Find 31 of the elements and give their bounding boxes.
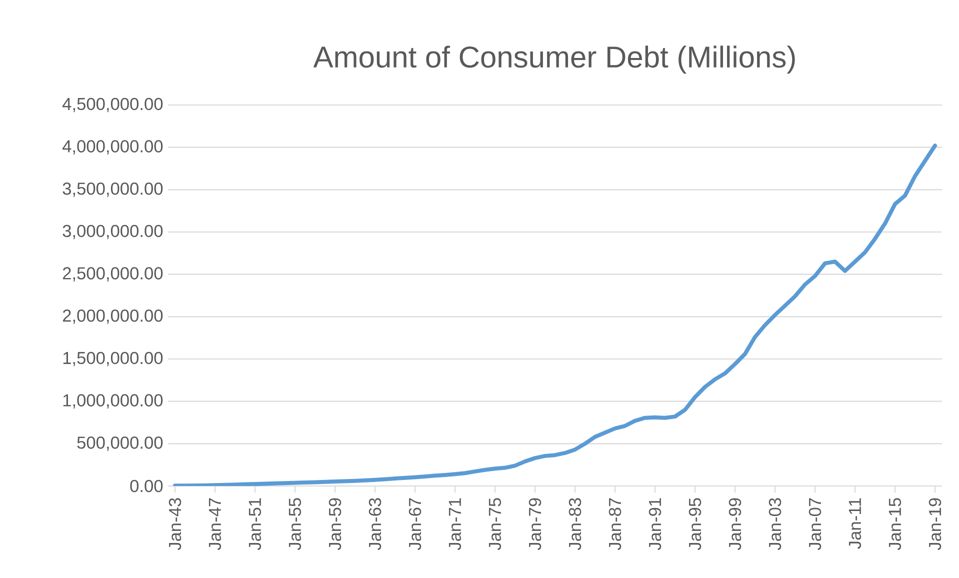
x-tick-label: Jan-43 bbox=[168, 498, 182, 550]
y-tick-label: 2,000,000.00 bbox=[62, 310, 163, 324]
x-tick-label: Jan-15 bbox=[888, 498, 902, 550]
x-tick-label: Jan-19 bbox=[928, 498, 942, 550]
x-tick-label: Jan-87 bbox=[608, 498, 622, 550]
x-tick-label: Jan-63 bbox=[368, 498, 382, 550]
x-tick-label: Jan-55 bbox=[288, 498, 302, 550]
y-tick-label: 4,500,000.00 bbox=[62, 98, 163, 112]
x-tick-label: Jan-67 bbox=[408, 498, 422, 550]
x-tick-label: Jan-51 bbox=[248, 498, 262, 550]
x-tick-label: Jan-99 bbox=[728, 498, 742, 550]
x-tick-label: Jan-07 bbox=[808, 498, 822, 550]
y-tick-label: 2,500,000.00 bbox=[62, 267, 163, 282]
x-tick-label: Jan-83 bbox=[568, 498, 582, 550]
y-tick-label: 1,500,000.00 bbox=[63, 352, 163, 366]
x-tick-label: Jan-11 bbox=[848, 498, 862, 549]
x-tick-label: Jan-59 bbox=[328, 498, 342, 550]
x-tick-label: Jan-79 bbox=[528, 498, 542, 550]
x-tick-label: Jan-75 bbox=[488, 498, 502, 550]
y-tick-label: 1,000,000.00 bbox=[63, 394, 163, 408]
x-tick-label: Jan-47 bbox=[208, 498, 222, 550]
y-tick-label: 500,000.00 bbox=[77, 436, 163, 451]
x-tick-label: Jan-91 bbox=[648, 498, 662, 550]
y-tick-label: 3,000,000.00 bbox=[62, 224, 163, 240]
y-tick-label: 3,500,000.00 bbox=[62, 182, 163, 197]
y-tick-label: 4,000,000.00 bbox=[62, 140, 163, 154]
chart-title: Amount of Consumer Debt (Millions) bbox=[313, 46, 795, 74]
y-tick-label: 0.00 bbox=[130, 480, 163, 492]
x-tick-label: Jan-95 bbox=[688, 498, 702, 550]
x-tick-label: Jan-71 bbox=[448, 498, 462, 550]
x-tick-label: Jan-03 bbox=[768, 498, 782, 550]
